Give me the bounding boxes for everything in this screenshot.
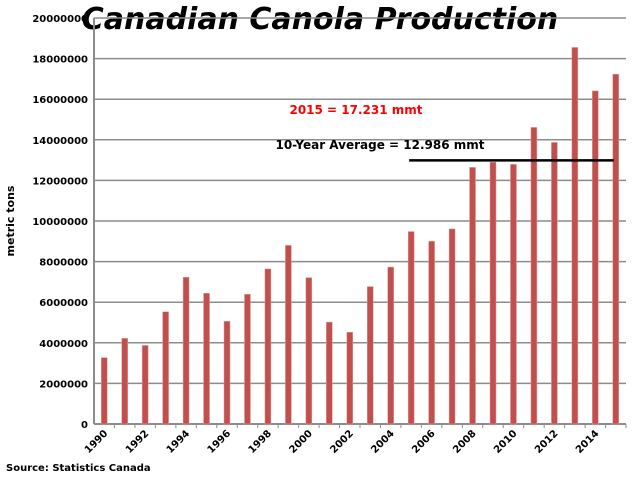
bar-2003 bbox=[366, 286, 374, 425]
y-tick-label: 2000000 bbox=[39, 379, 88, 390]
y-tick-label: 8000000 bbox=[39, 258, 88, 269]
bar-2004 bbox=[387, 266, 394, 425]
y-tick-label: 18000000 bbox=[32, 55, 88, 66]
bar-1998 bbox=[264, 268, 272, 425]
x-tick-label: 2000 bbox=[288, 428, 315, 455]
x-tick-label: 1996 bbox=[206, 428, 233, 455]
bar-2010 bbox=[510, 164, 517, 425]
x-tick-label: 2010 bbox=[492, 428, 519, 455]
bar-2005 bbox=[407, 231, 415, 425]
x-tick-label: 1990 bbox=[83, 428, 110, 455]
bar-1996 bbox=[223, 321, 231, 425]
bar-2012 bbox=[551, 142, 558, 425]
x-tick-label: 2006 bbox=[410, 428, 437, 455]
bar-1997 bbox=[244, 294, 251, 425]
bar-1993 bbox=[162, 311, 169, 425]
source-note: Source: Statistics Canada bbox=[6, 463, 151, 474]
bar-1990 bbox=[100, 357, 108, 425]
annotation-2015: 2015 = 17.231 mmt bbox=[289, 103, 422, 117]
x-tick-label: 2012 bbox=[533, 428, 560, 455]
y-tick-label: 14000000 bbox=[32, 136, 88, 147]
bar-1994 bbox=[182, 276, 190, 425]
bar-2002 bbox=[346, 331, 354, 425]
y-tick-label: 6000000 bbox=[39, 298, 88, 309]
bar-2001 bbox=[326, 321, 333, 425]
y-tick-label: 12000000 bbox=[32, 176, 88, 187]
y-tick-label: 20000000 bbox=[32, 14, 88, 25]
y-axis-label: metric tons bbox=[4, 185, 17, 256]
bar-2013 bbox=[571, 47, 579, 425]
x-tick-label: 1994 bbox=[165, 428, 192, 455]
x-tick-label: 2014 bbox=[574, 428, 601, 455]
x-tick-label: 1998 bbox=[247, 428, 274, 455]
bar-2000 bbox=[305, 277, 313, 425]
bar-2011 bbox=[530, 127, 538, 425]
x-tick-label: 2004 bbox=[369, 428, 396, 455]
y-tick-label: 4000000 bbox=[39, 339, 88, 350]
chart-title: Canadian Canola Production bbox=[81, 2, 559, 37]
y-tick-label: 16000000 bbox=[32, 95, 88, 106]
x-tick-label: 2002 bbox=[328, 428, 355, 455]
bar-2009 bbox=[489, 161, 497, 425]
bar-2014 bbox=[592, 90, 599, 425]
x-tick-label: 2008 bbox=[451, 428, 478, 455]
bar-2007 bbox=[448, 228, 456, 425]
bar-1995 bbox=[203, 293, 210, 425]
bar-2008 bbox=[469, 167, 476, 425]
y-tick-label: 10000000 bbox=[32, 217, 88, 228]
bar-1999 bbox=[285, 245, 292, 425]
x-tick-label: 1992 bbox=[124, 428, 151, 455]
y-tick-label: 0 bbox=[81, 420, 88, 431]
bar-1992 bbox=[141, 345, 149, 425]
bar-2006 bbox=[428, 241, 435, 425]
average-label: 10-Year Average = 12.986 mmt bbox=[275, 138, 484, 152]
bar-2015 bbox=[612, 73, 620, 425]
bar-1991 bbox=[121, 338, 128, 425]
